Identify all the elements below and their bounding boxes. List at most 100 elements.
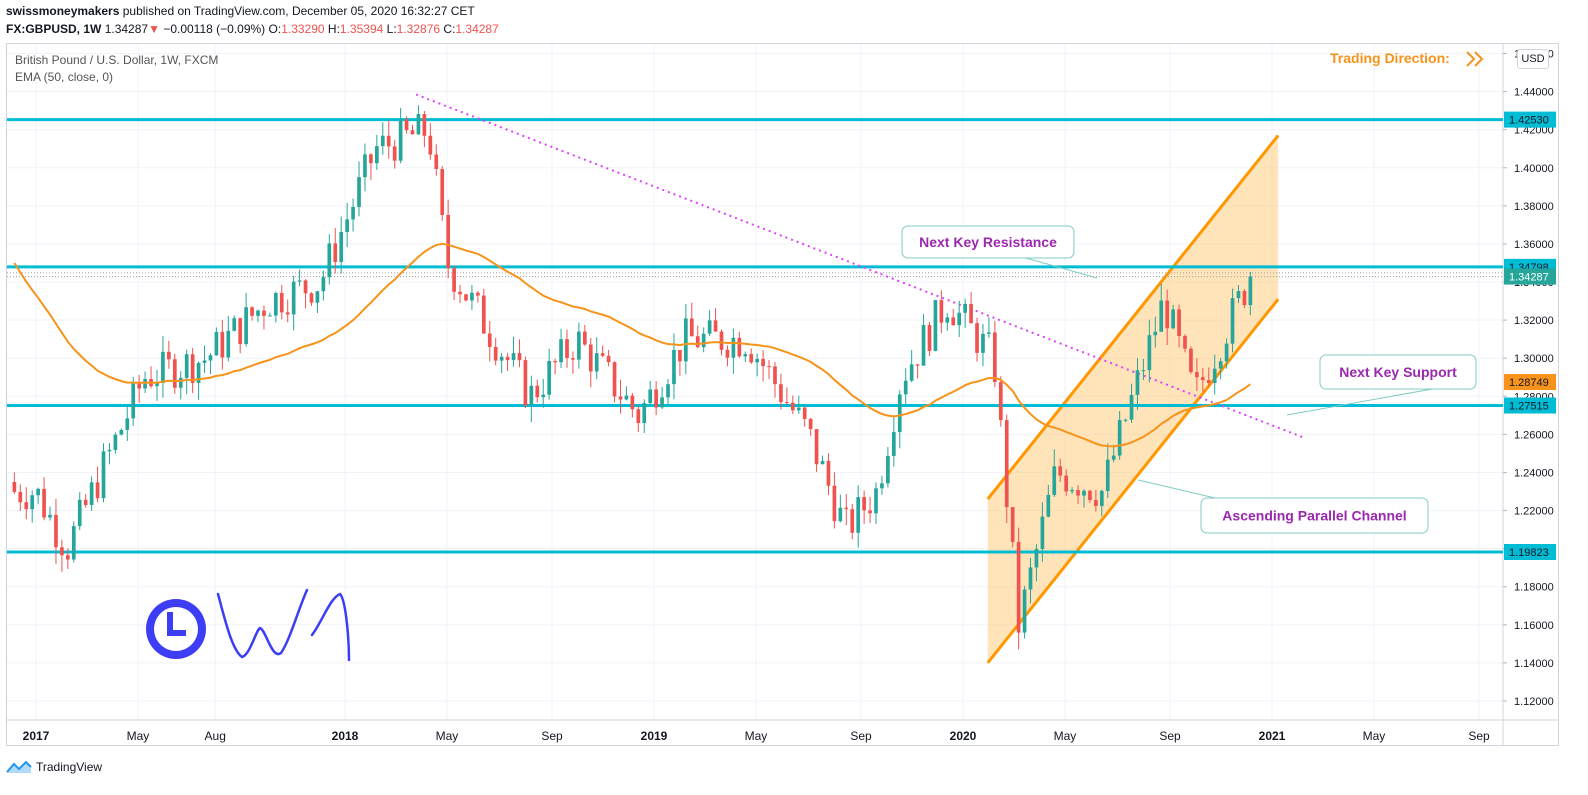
candle-up[interactable] [624,395,629,400]
support-callout[interactable]: Next Key Support [1339,364,1457,380]
candle-up[interactable] [511,353,516,361]
candle-up[interactable] [297,280,302,282]
candle-down[interactable] [927,325,932,351]
candle-up[interactable] [529,385,534,406]
candle-up[interactable] [339,231,344,263]
candle-up[interactable] [707,320,712,334]
candle-up[interactable] [1147,335,1152,371]
candle-down[interactable] [220,331,225,358]
candle-down[interactable] [1177,309,1181,336]
candle-down[interactable] [761,358,765,367]
candle-up[interactable] [196,362,201,383]
candle-up[interactable] [375,146,379,164]
candle-down[interactable] [785,402,789,404]
candle-up[interactable] [796,407,801,411]
candle-down[interactable] [404,119,409,131]
candle-up[interactable] [315,291,320,303]
candle-down[interactable] [998,382,1003,421]
resistance-callout[interactable]: Next Key Resistance [919,234,1057,250]
candle-up[interactable] [363,154,367,178]
candle-down[interactable] [54,514,58,548]
candle-up[interactable] [214,331,219,356]
candle-up[interactable] [743,354,748,357]
candle-up[interactable] [345,219,349,232]
candle-down[interactable] [802,407,807,419]
candle-down[interactable] [410,130,415,135]
candle-down[interactable] [493,346,498,361]
candle-down[interactable] [636,409,641,424]
candle-down[interactable] [250,307,254,316]
support-callout-box[interactable] [1319,354,1477,390]
candle-up[interactable] [642,403,647,424]
candle-up[interactable] [1230,298,1235,344]
candle-down[interactable] [618,396,623,400]
candle-up[interactable] [357,177,361,207]
candle-down[interactable] [814,429,819,465]
candle-up[interactable] [1212,368,1217,384]
candle-down[interactable] [12,481,17,492]
candle-down[interactable] [678,349,682,362]
currency-button[interactable]: USD [1517,49,1549,69]
candle-up[interactable] [1099,490,1104,506]
candle-up[interactable] [131,382,136,419]
candle-down[interactable] [689,318,694,337]
candle-up[interactable] [256,310,260,316]
candle-up[interactable] [1052,466,1057,495]
candle-up[interactable] [327,243,332,278]
downtrend-line[interactable] [415,93,1304,439]
candle-up[interactable] [161,351,165,383]
candle-up[interactable] [731,337,736,358]
candle-up[interactable] [107,449,112,452]
candle-down[interactable] [1094,500,1098,506]
candle-down[interactable] [713,320,718,332]
candle-down[interactable] [779,384,783,403]
candle-down[interactable] [654,389,658,408]
candle-down[interactable] [523,360,528,406]
candle-down[interactable] [975,323,979,353]
candle-up[interactable] [202,360,207,363]
candle-down[interactable] [238,318,243,345]
candle-up[interactable] [125,418,130,430]
candle-up[interactable] [470,292,474,301]
candle-down[interactable] [172,359,177,388]
candle-up[interactable] [1159,300,1164,332]
candle-down[interactable] [571,358,575,360]
candle-down[interactable] [565,339,569,359]
candle-down[interactable] [440,169,445,215]
candle-up[interactable] [1046,494,1051,517]
candle-up[interactable] [891,432,896,456]
candle-up[interactable] [963,303,967,313]
candle-up[interactable] [1135,370,1140,395]
candle-down[interactable] [458,291,462,295]
candle-down[interactable] [434,154,439,170]
candle-up[interactable] [499,356,504,361]
candle-down[interactable] [612,362,617,397]
candle-down[interactable] [1016,541,1021,633]
candle-down[interactable] [1010,507,1015,542]
candle-down[interactable] [1242,291,1247,306]
channel-callout-box[interactable] [1200,497,1429,534]
candle-down[interactable] [428,135,433,155]
candle-up[interactable] [143,379,147,389]
candle-up[interactable] [268,315,272,317]
candle-down[interactable] [167,351,171,360]
candle-down[interactable] [369,154,373,164]
candle-down[interactable] [939,300,944,323]
candle-up[interactable] [945,317,950,323]
candle-down[interactable] [285,312,290,315]
candle-up[interactable] [1218,361,1223,369]
candle-down[interactable] [422,114,427,136]
candle-down[interactable] [487,333,492,347]
candle-up[interactable] [1117,420,1122,456]
channel-callout[interactable]: Ascending Parallel Channel [1222,508,1406,524]
candle-down[interactable] [695,336,700,348]
candle-down[interactable] [588,344,593,372]
candle-down[interactable] [832,485,837,522]
candle-down[interactable] [481,295,486,334]
candle-down[interactable] [773,366,777,385]
candle-up[interactable] [559,339,563,363]
candle-up[interactable] [1022,589,1027,633]
candle-down[interactable] [95,482,100,499]
candle-down[interactable] [737,337,742,357]
candle-down[interactable] [915,364,920,366]
